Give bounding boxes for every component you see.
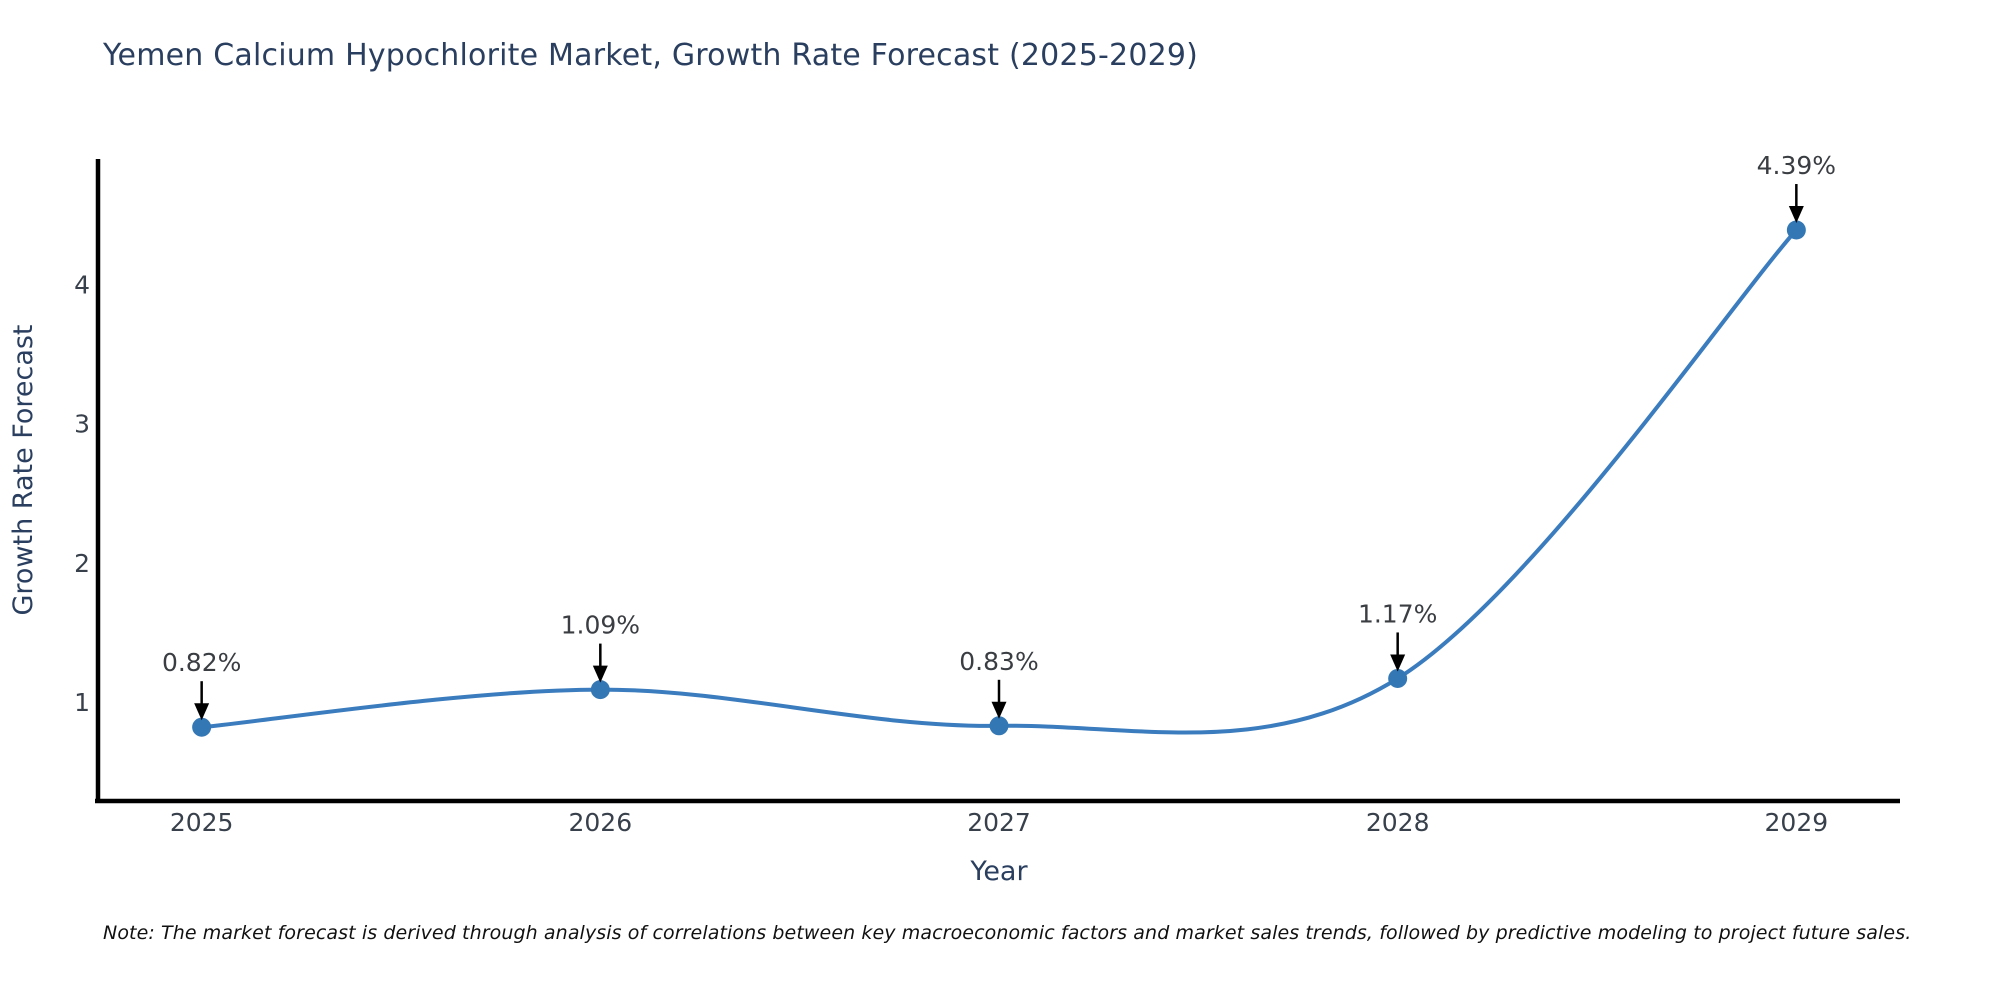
- data-point-label: 0.83%: [959, 647, 1038, 676]
- annotation-arrow-head: [1788, 206, 1804, 224]
- growth-rate-line-chart: 1 2 3 4 2025 2026 2027 2028 2029 Growth Rate Fore…: [8, 151, 1900, 887]
- data-point-marker: [192, 717, 212, 737]
- x-tick-label: 2029: [1765, 808, 1829, 837]
- data-point-marker: [989, 716, 1009, 736]
- data-point-marker: [1388, 668, 1408, 688]
- data-point-label: 4.39%: [1757, 151, 1836, 180]
- x-axis-title: Year: [969, 856, 1028, 887]
- y-tick-label: 3: [74, 410, 90, 439]
- y-axis-title: Growth Rate Forecast: [8, 324, 39, 615]
- data-point-marker: [1786, 220, 1806, 240]
- x-tick-label: 2026: [569, 808, 633, 837]
- chart-title: Yemen Calcium Hypochlorite Market, Growt…: [103, 38, 1199, 73]
- data-point-marker: [590, 680, 610, 700]
- annotation-arrow-head: [592, 665, 608, 683]
- x-tick-label: 2028: [1366, 808, 1430, 837]
- x-tick-label: 2027: [967, 808, 1031, 837]
- annotation-arrow-head: [194, 703, 210, 721]
- annotation-arrow-head: [991, 701, 1007, 719]
- y-tick-label: 1: [74, 688, 90, 717]
- annotation-arrow-head: [1390, 654, 1406, 672]
- data-point-label: 1.17%: [1358, 599, 1437, 628]
- x-tick-label: 2025: [170, 808, 234, 837]
- y-tick-label: 2: [74, 549, 90, 578]
- data-point-label: 0.82%: [162, 648, 241, 677]
- trend-line: [199, 228, 1799, 735]
- y-tick-label: 4: [74, 270, 90, 299]
- footnote: Note: The market forecast is derived thr…: [103, 922, 1912, 944]
- data-point-label: 1.09%: [561, 611, 640, 640]
